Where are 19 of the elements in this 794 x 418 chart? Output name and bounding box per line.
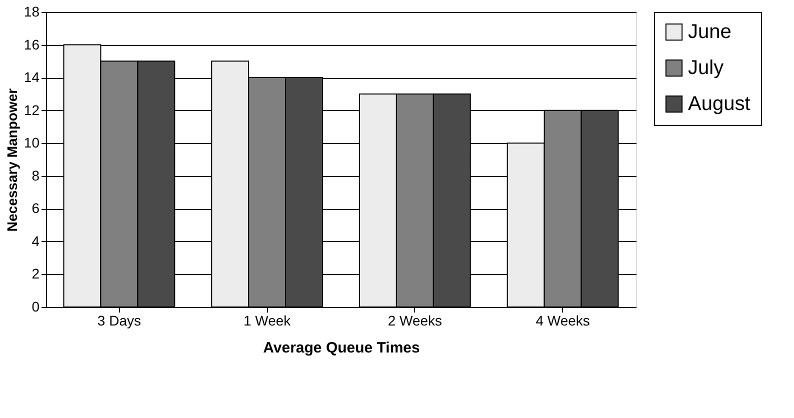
legend-label: July xyxy=(688,57,724,79)
y-tick-label: 14 xyxy=(24,69,40,86)
y-tick-label: 18 xyxy=(24,4,40,20)
x-tick-label: 1 Week xyxy=(243,312,292,328)
y-tick-label: 10 xyxy=(24,134,40,151)
legend-label: June xyxy=(688,21,732,43)
y-tick-label: 12 xyxy=(24,102,40,118)
x-tick-label: 3 Days xyxy=(97,312,141,328)
y-tick-label: 8 xyxy=(32,167,40,184)
y-tick-label: 6 xyxy=(32,200,40,216)
y-tick-label: 2 xyxy=(32,266,40,282)
y-tick-label: 0 xyxy=(32,298,40,314)
y-axis-title: Necessary Manpower xyxy=(4,88,20,232)
y-tick-label: 4 xyxy=(32,232,40,249)
x-tick-label: 4 Weeks xyxy=(536,312,590,328)
x-tick-label: 2 Weeks xyxy=(388,312,442,328)
y-tick-label: 16 xyxy=(24,36,40,52)
legend-label: August xyxy=(688,93,751,115)
x-axis-title: Average Queue Times xyxy=(263,340,420,356)
